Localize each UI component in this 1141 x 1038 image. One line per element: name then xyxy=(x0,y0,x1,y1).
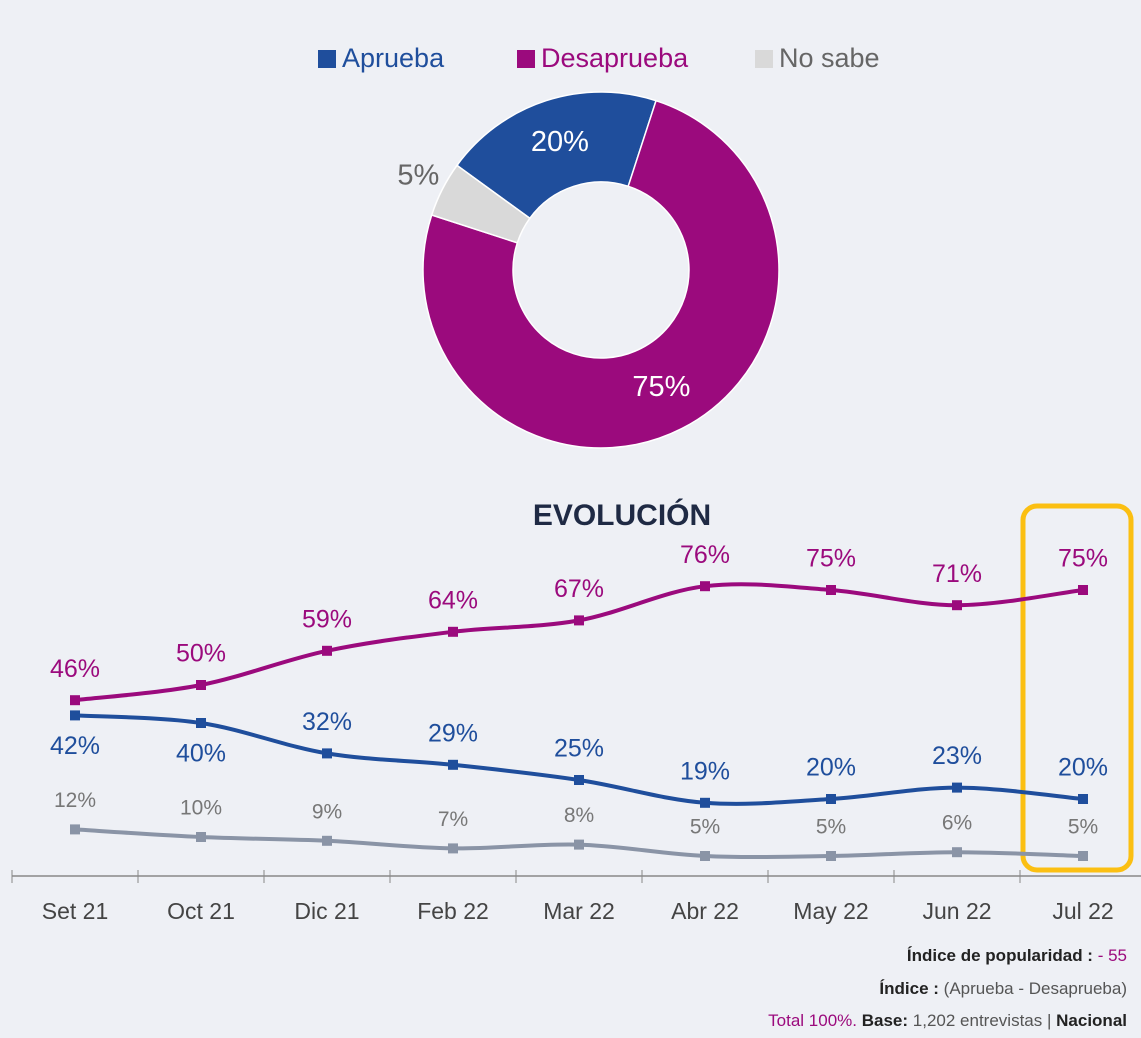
point xyxy=(196,832,206,842)
donut-slice xyxy=(430,164,531,244)
x-tick-label: Jul 22 xyxy=(1052,898,1113,924)
point xyxy=(574,615,584,626)
point xyxy=(1078,851,1088,861)
legend-swatch xyxy=(318,50,336,68)
formula: (Aprueba - Desaprueba) xyxy=(944,979,1127,998)
point xyxy=(70,710,80,721)
legend-label: Desaprueba xyxy=(541,43,689,73)
x-tick-label: Dic 21 xyxy=(294,898,359,924)
base: 1,202 entrevistas xyxy=(913,1011,1042,1030)
data-label: 75% xyxy=(1058,545,1108,573)
point xyxy=(322,835,332,846)
footer-line: Índice de popularidad : - 55 xyxy=(907,946,1127,965)
point xyxy=(952,600,962,611)
data-label: 10% xyxy=(180,797,222,820)
data-label: 71% xyxy=(932,560,982,588)
point xyxy=(196,680,206,690)
point xyxy=(448,843,458,854)
data-label: 75% xyxy=(806,545,856,573)
point xyxy=(952,847,962,858)
x-tick-label: Feb 22 xyxy=(417,898,489,924)
x-tick-label: May 22 xyxy=(793,898,868,924)
data-label: 42% xyxy=(50,732,100,760)
point xyxy=(700,581,710,592)
data-label: 67% xyxy=(554,575,604,603)
index-value: - 55 xyxy=(1098,946,1127,965)
point xyxy=(574,775,584,785)
data-label: 25% xyxy=(554,735,604,763)
data-label: 5% xyxy=(1068,816,1098,839)
point xyxy=(1078,585,1088,595)
legend-swatch xyxy=(755,50,773,68)
data-label: 32% xyxy=(302,708,352,736)
data-label: 19% xyxy=(680,757,730,785)
data-label: 7% xyxy=(438,808,468,831)
data-label: 23% xyxy=(932,742,982,770)
data-label: 12% xyxy=(54,789,96,812)
data-label: 64% xyxy=(428,586,478,614)
data-label: 9% xyxy=(312,800,342,823)
separator: | xyxy=(1047,1011,1051,1030)
point xyxy=(196,718,206,728)
legend-swatch xyxy=(517,50,535,68)
x-tick-label: Jun 22 xyxy=(922,898,991,924)
legend-label: Aprueba xyxy=(342,43,445,73)
point xyxy=(70,695,80,706)
data-label: 59% xyxy=(302,605,352,633)
x-tick-label: Abr 22 xyxy=(671,898,739,924)
point xyxy=(826,851,836,861)
data-label: 5% xyxy=(397,160,439,192)
data-label: 8% xyxy=(564,804,594,827)
data-label: 20% xyxy=(806,754,856,782)
data-label: 20% xyxy=(1058,754,1108,782)
donut-slice xyxy=(422,99,780,449)
point xyxy=(70,824,80,835)
legend-label: No sabe xyxy=(779,43,880,73)
data-label: 5% xyxy=(690,816,720,839)
point xyxy=(448,626,458,637)
point xyxy=(952,782,962,793)
point xyxy=(1078,794,1088,804)
donut-slice xyxy=(455,91,657,220)
data-label: 29% xyxy=(428,719,478,747)
point xyxy=(574,839,584,850)
x-tick-label: Set 21 xyxy=(42,898,109,924)
data-label: 5% xyxy=(816,816,846,839)
x-tick-label: Oct 21 xyxy=(167,898,235,924)
point xyxy=(700,851,710,861)
data-label: 50% xyxy=(176,640,226,668)
index-label: Índice de popularidad : xyxy=(907,946,1093,965)
data-label: 20% xyxy=(531,126,589,158)
point xyxy=(322,748,332,759)
data-label: 6% xyxy=(942,812,972,835)
x-tick-label: Mar 22 xyxy=(543,898,615,924)
point xyxy=(322,645,332,656)
formula-label: Índice : xyxy=(879,979,939,998)
footer-line: Total 100%. Base: 1,202 entrevistas | Na… xyxy=(768,1011,1127,1030)
total: Total 100%. xyxy=(768,1011,857,1030)
scope: Nacional xyxy=(1056,1011,1127,1030)
point xyxy=(826,585,836,595)
base-label: Base: xyxy=(862,1011,908,1030)
footer-line: Índice : (Aprueba - Desaprueba) xyxy=(879,979,1127,998)
data-label: 40% xyxy=(176,740,226,768)
data-label: 46% xyxy=(50,655,100,683)
chart-title: EVOLUCIÓN xyxy=(533,498,711,532)
highlight-box xyxy=(1020,503,1134,873)
point xyxy=(700,797,710,808)
point xyxy=(826,794,836,804)
data-label: 75% xyxy=(632,371,690,403)
point xyxy=(448,759,458,770)
data-label: 76% xyxy=(680,541,730,569)
